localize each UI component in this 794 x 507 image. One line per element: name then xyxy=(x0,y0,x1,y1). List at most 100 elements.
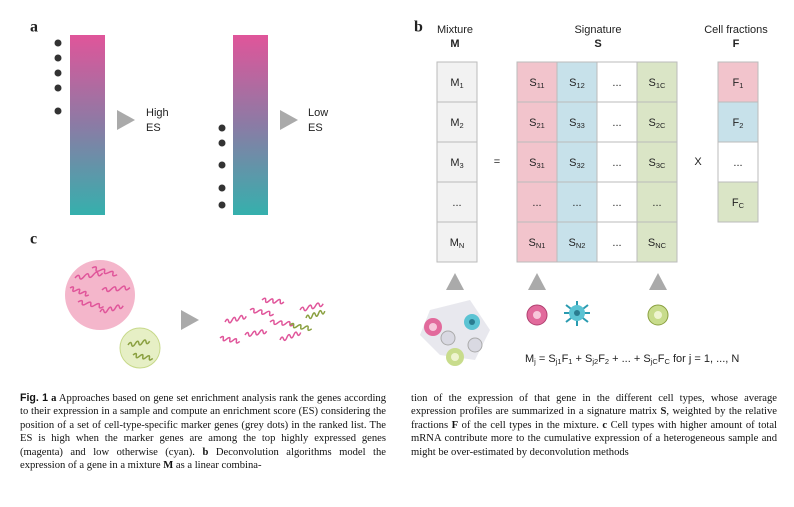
dot xyxy=(218,124,226,132)
matrix-cell xyxy=(556,221,598,263)
subscript: j xyxy=(533,357,536,366)
matrix-cell xyxy=(636,101,678,143)
column-symbol: M xyxy=(450,38,459,50)
subscript: 32 xyxy=(577,161,585,170)
bold-run: c xyxy=(602,419,608,431)
cell-label: FC xyxy=(732,197,745,210)
matrix-cell xyxy=(516,141,558,183)
operator: X xyxy=(694,156,702,168)
matrix-cell xyxy=(636,221,678,263)
subscript: 3 xyxy=(460,161,464,170)
matrix-cell xyxy=(516,221,558,263)
subscript: 21 xyxy=(537,121,545,130)
text-run: S xyxy=(569,237,576,249)
bold-run: a xyxy=(51,393,57,404)
subscript: 2 xyxy=(605,357,609,366)
transcript xyxy=(74,271,104,280)
matrix-cell xyxy=(717,61,759,103)
text-run: ... xyxy=(652,197,661,209)
subscript: 1 xyxy=(568,357,572,366)
cell-label: ... xyxy=(612,197,621,209)
text-run: F xyxy=(598,353,605,365)
ranked-genes xyxy=(233,35,268,215)
subscript: C xyxy=(739,201,745,210)
cells xyxy=(420,300,669,366)
matrix-cell xyxy=(516,101,558,143)
transcript xyxy=(279,331,302,342)
bold-run: Fig. 1 xyxy=(20,392,49,404)
cell-label: ... xyxy=(572,197,581,209)
column-title: Cell fractions xyxy=(704,24,768,36)
subscript: 31 xyxy=(537,161,545,170)
caption-left: Fig. 1 a Approaches based on gene set en… xyxy=(20,392,386,472)
transcript xyxy=(299,302,324,312)
cell-label: ... xyxy=(612,117,621,129)
text-run: S xyxy=(649,77,656,89)
text-run: ... xyxy=(532,197,541,209)
cell-label: ... xyxy=(612,157,621,169)
matrix-cell xyxy=(636,141,678,183)
cell-label: ... xyxy=(612,77,621,89)
text-run: S xyxy=(529,157,536,169)
cell-label: SN2 xyxy=(569,237,586,250)
text-run: ... xyxy=(612,197,621,209)
transcript xyxy=(127,339,151,347)
text-run: F xyxy=(562,353,569,365)
dot xyxy=(54,84,62,92)
text-run: Approaches based on gene set enrichment … xyxy=(20,393,386,458)
cell-label: MN xyxy=(450,237,465,250)
cell-label: S3C xyxy=(649,157,667,170)
transcript xyxy=(261,297,285,305)
equation: Mj​ = Sj1​F1​ + Sj2​F2​ + ... + SjC​FC​ … xyxy=(525,353,739,366)
text-run: M xyxy=(450,77,459,89)
es-label: ES xyxy=(146,122,161,134)
text-run: ... xyxy=(612,157,621,169)
text-run: F xyxy=(733,117,740,129)
subscript: N1 xyxy=(536,241,546,250)
subscript: C xyxy=(665,357,671,366)
text-run: F xyxy=(658,353,665,365)
text-run: S xyxy=(529,77,536,89)
column-title: Mixture xyxy=(437,24,473,36)
subscript: 1C xyxy=(656,81,666,90)
cell-label: M2 xyxy=(450,117,463,130)
cell-label: S33 xyxy=(569,117,585,130)
es-label: ES xyxy=(308,122,323,134)
cell-label: ... xyxy=(612,237,621,249)
text-run: + S xyxy=(572,353,592,365)
transcript xyxy=(305,309,326,320)
dot xyxy=(54,107,62,115)
text-run: S xyxy=(569,77,576,89)
cell-label: S32 xyxy=(569,157,585,170)
transcript xyxy=(249,307,275,317)
subscript: NC xyxy=(655,241,666,250)
transcripts xyxy=(69,266,326,361)
es-label: High xyxy=(146,107,169,119)
cell-label: M3 xyxy=(450,157,463,170)
bold-run: b xyxy=(202,446,209,458)
marker-genes xyxy=(54,39,226,209)
subscript: 2 xyxy=(460,121,464,130)
transcript xyxy=(101,285,131,293)
matrix-cell xyxy=(436,101,478,143)
text-run: S xyxy=(648,237,655,249)
matrix-cell xyxy=(556,181,598,223)
transcript xyxy=(269,319,295,327)
text-run: ... xyxy=(452,197,461,209)
cell-label: ... xyxy=(733,157,742,169)
cell-label: S21 xyxy=(529,117,545,130)
arrows xyxy=(446,273,667,290)
text-run: M xyxy=(525,353,534,365)
text-run: M xyxy=(450,117,459,129)
subscript: N2 xyxy=(576,241,586,250)
text-run: of the cell types in the mixture. xyxy=(458,419,603,431)
matrix-cell xyxy=(636,181,678,223)
subscript: 3C xyxy=(656,161,666,170)
operator: = xyxy=(494,156,500,168)
text-run: ... xyxy=(572,197,581,209)
subscript: N xyxy=(459,241,464,250)
text-run: as a linear combina- xyxy=(173,460,262,472)
cell-label: ... xyxy=(532,197,541,209)
es-label: Low xyxy=(308,107,328,119)
